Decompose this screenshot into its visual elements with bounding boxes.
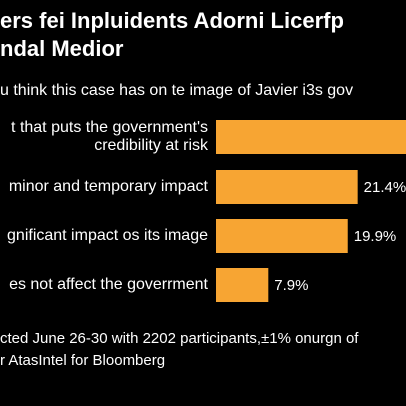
chart-title: ndal Medior: [0, 36, 124, 61]
chart-subtitle: u think this case has on te image of Jav…: [0, 82, 353, 99]
value-label: 19.9%: [354, 228, 397, 245]
category-label: t that puts the government's: [11, 119, 208, 136]
category-label: gnificant impact os its image: [7, 227, 208, 244]
bar: [216, 219, 348, 253]
footnote: cted June 26-30 with 2202 participants,±…: [0, 330, 359, 347]
category-label: credibility at risk: [94, 137, 209, 154]
bar: [216, 120, 406, 154]
bar: [216, 170, 358, 204]
category-label: minor and temporary impact: [9, 178, 209, 195]
footnote: r AtasIntel for Bloomberg: [0, 352, 165, 369]
bar: [216, 268, 269, 302]
value-label: 21.4%: [364, 179, 406, 196]
value-label: 7.9%: [274, 277, 308, 294]
category-label: es not affect the goverrment: [9, 276, 208, 293]
chart-title: ers fei Inpluidents Adorni Licerfp: [0, 8, 344, 33]
